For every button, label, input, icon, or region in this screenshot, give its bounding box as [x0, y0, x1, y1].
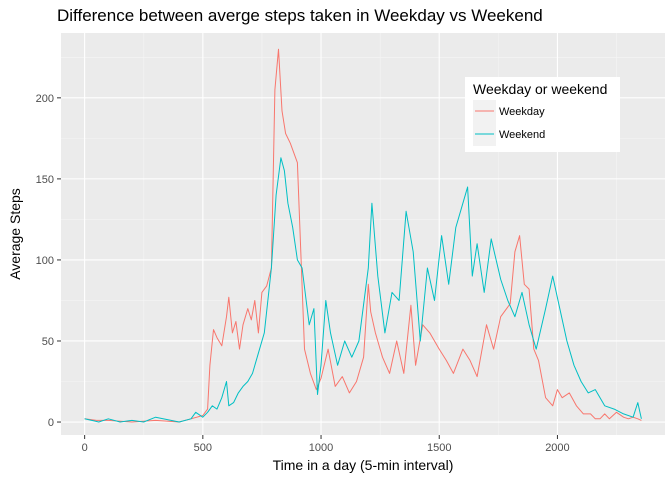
x-axis: 0 500 1000 1500 2000	[82, 435, 570, 454]
legend-label: Weekend	[499, 129, 545, 141]
y-tick-label: 50	[42, 336, 54, 348]
series-lines	[84, 48, 642, 423]
y-axis: 0 50 100 150 200	[36, 93, 61, 429]
legend-title: Weekday or weekend	[473, 81, 607, 97]
x-tick-label: 1500	[427, 442, 451, 454]
legend-items: Weekday Weekend	[473, 100, 545, 146]
x-axis-title: Time in a day (5-min interval)	[273, 457, 454, 473]
y-tick-label: 150	[36, 174, 54, 186]
x-tick-label: 500	[194, 442, 212, 454]
y-tick-label: 0	[48, 417, 54, 429]
legend-label: Weekday	[499, 106, 545, 118]
series-line-weekend	[84, 157, 642, 423]
y-axis-title: Average Steps	[7, 188, 23, 280]
x-tick-label: 0	[82, 442, 88, 454]
y-tick-label: 200	[36, 93, 54, 105]
series-line-weekday	[84, 48, 642, 423]
x-tick-label: 2000	[545, 442, 569, 454]
chart-title: Difference between averge steps taken in…	[57, 6, 543, 25]
y-tick-label: 100	[36, 255, 54, 267]
legend: Weekday or weekend Weekday Weekend	[465, 77, 620, 152]
x-tick-label: 1000	[309, 442, 333, 454]
